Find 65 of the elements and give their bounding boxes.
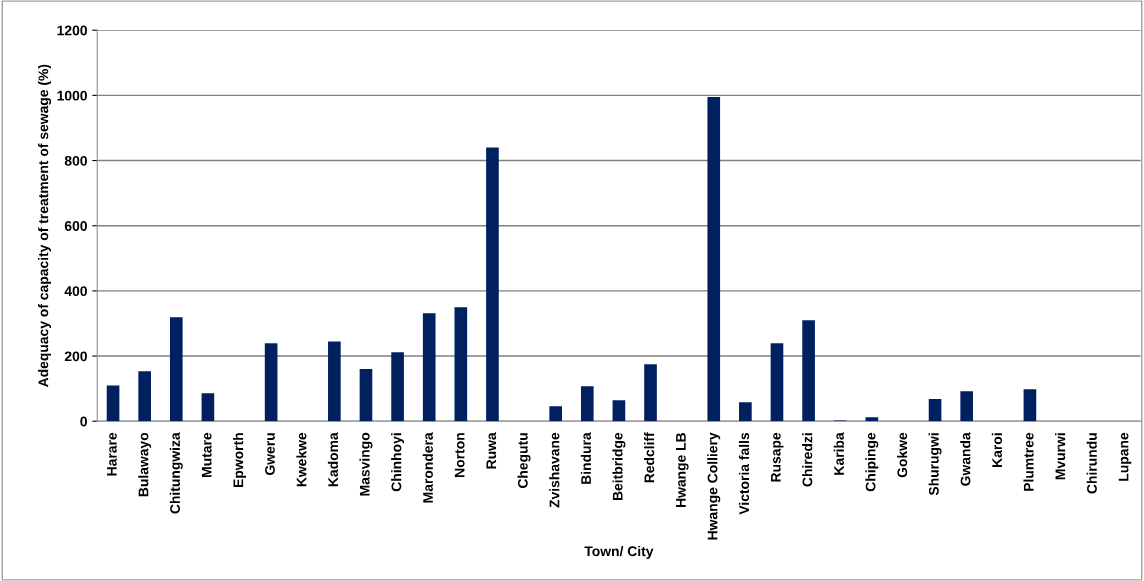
bar: [739, 402, 752, 422]
x-tick-label: Gwanda: [960, 432, 971, 486]
x-tick-label: Mutare: [201, 432, 212, 477]
x-tick-label: Gokwe: [896, 432, 908, 478]
x-tick-label: Chipinge: [865, 432, 879, 492]
x-axis-title: Town/ City: [584, 545, 654, 559]
y-tick-label: 0: [80, 416, 87, 427]
bar: [549, 406, 562, 422]
x-tick-label: Epworth: [233, 433, 246, 487]
x-tick-label: Rusape: [771, 432, 784, 482]
x-tick-label: Redcliff: [644, 432, 655, 483]
x-tick-label: Masvingo: [359, 432, 373, 496]
x-tick-label: Kwekwe: [296, 432, 307, 487]
x-tick-label: Kadoma: [327, 432, 339, 487]
bar: [138, 371, 151, 422]
x-tick-label: Gweru: [265, 433, 275, 475]
bar: [359, 369, 373, 422]
x-tick-label: Shurugwi: [928, 433, 942, 496]
y-tick-label: 800: [64, 155, 87, 166]
bar: [422, 313, 436, 422]
bar: [580, 386, 594, 422]
x-tick-label: Kariba: [833, 432, 844, 475]
bar: [391, 352, 404, 422]
bar: [201, 393, 215, 422]
bar: [1023, 389, 1037, 422]
x-tick-label: Plumtree: [1023, 432, 1034, 491]
x-tick-label: Bindura: [580, 432, 592, 484]
x-tick-label: Harare: [107, 432, 117, 476]
bar: [707, 97, 721, 422]
bar: [106, 385, 120, 422]
bar: [802, 320, 815, 422]
bar: [612, 400, 626, 422]
y-axis-title: Adequacy of capacity of treatment of sewage (%): [38, 64, 52, 388]
bar: [486, 147, 499, 422]
x-tick-label: Chiredzi: [802, 433, 813, 487]
y-tick-label: 400: [64, 286, 87, 297]
bar: [454, 307, 468, 422]
bar: [960, 391, 973, 422]
x-tick-label: Norton: [454, 433, 465, 477]
y-tick-label: 1000: [57, 90, 87, 101]
x-tick-label: Lupane: [1118, 432, 1132, 481]
x-tick-label: Hwange Colliery: [707, 432, 721, 540]
x-tick-label: Chinhoyi: [391, 433, 405, 492]
bar: [264, 343, 278, 422]
bar: [928, 399, 942, 422]
x-tick-label: Hwange LB: [676, 432, 689, 508]
x-tick-label: Karoi: [991, 433, 1003, 467]
x-tick-label: Ruwa: [486, 432, 497, 469]
bar: [169, 317, 183, 422]
x-tick-label: Beitbridge: [612, 432, 626, 501]
bar: [328, 341, 341, 422]
x-tick-label: Mvurwi: [1055, 433, 1066, 480]
y-tick-label: 200: [64, 351, 87, 362]
x-tick-label: Chegutu: [517, 433, 531, 489]
x-tick-label: Chitungwiza: [169, 432, 183, 514]
x-tick-label: Marondera: [422, 432, 433, 503]
bar: [865, 417, 879, 422]
y-tick-label: 1200: [57, 25, 87, 36]
y-tick-label: 600: [64, 221, 87, 231]
x-tick-label: Victoria falls: [738, 432, 750, 515]
x-tick-label: Zvishavane: [549, 432, 560, 508]
x-tick-label: Bulawayo: [138, 432, 152, 497]
x-tick-label: Chirundu: [1086, 433, 1097, 494]
bar: [644, 364, 657, 422]
bar: [770, 343, 784, 422]
